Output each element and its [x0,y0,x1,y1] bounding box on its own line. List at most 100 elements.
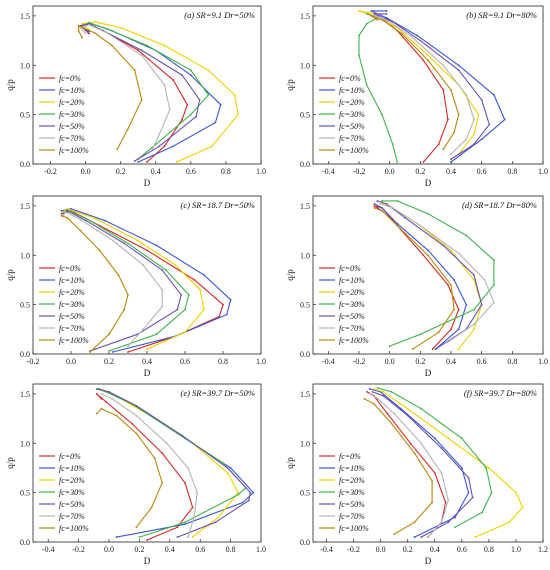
x-tick-label: 0.4 [430,545,440,554]
data-point [222,303,224,306]
y-tick-label: 0.0 [300,538,310,547]
data-point [214,121,217,124]
data-point [447,521,450,524]
data-point [406,407,409,410]
data-point [457,308,460,311]
data-point [189,113,192,116]
data-point [163,145,166,148]
y-tick-label: 0.0 [20,538,30,547]
data-point [404,216,406,219]
data-point [222,462,224,464]
data-point [440,471,443,474]
legend-label: fc=20% [59,288,85,297]
data-point [437,143,440,146]
y-axis-label: q/p [5,457,15,469]
x-tick-label: 0.4 [446,357,456,366]
panel-title: (d) SR=18.7 Dr=80% [462,200,537,210]
y-axis-label: q/p [285,457,295,469]
data-point [386,412,389,415]
data-point [487,467,490,469]
data-point [217,516,220,519]
legend-label: fc=50% [339,312,365,321]
data-point [391,206,394,209]
data-point [373,206,376,209]
data-point [89,351,91,353]
data-point [252,491,255,494]
data-point [184,308,186,311]
data-point [401,32,403,35]
y-tick-label: 1.5 [20,12,30,21]
data-point [85,219,88,222]
data-point [391,20,394,23]
data-point [77,24,80,27]
x-tick-label: -0.2 [27,357,40,366]
y-tick-label: 0.0 [20,160,30,169]
x-tick-label: 0.2 [116,167,126,176]
y-tick-label: 1.5 [20,202,30,211]
data-point [450,249,452,252]
data-point [199,288,202,291]
data-point [396,224,399,227]
data-point [184,523,186,526]
data-point [373,203,376,205]
data-point [60,214,63,217]
data-point [241,501,244,504]
data-point [474,536,477,538]
plot-frame [312,383,544,543]
x-tick-label: -0.2 [353,167,366,176]
legend-label: fc=50% [59,500,85,509]
data-point [447,118,449,121]
data-point [161,288,164,291]
series-line-6 [374,207,455,350]
data-point [373,204,376,207]
legend-label: fc=100% [339,336,369,345]
data-point [105,27,108,30]
data-point [381,209,383,212]
y-axis-label: q/p [285,269,295,281]
data-point [237,113,240,116]
data-point [116,148,119,151]
data-point [66,216,69,219]
data-point [382,391,385,393]
y-axis-label: q/p [285,79,295,91]
y-tick-label: 1.0 [20,439,30,448]
data-point [198,98,201,101]
data-point [431,501,433,504]
data-point [473,323,475,326]
x-tick-label: 0.2 [415,357,425,366]
data-point [146,161,148,163]
data-point [454,526,456,529]
data-point [447,341,449,344]
y-tick-label: 1.0 [300,61,310,70]
panel-title: (e) SR=39.7 Dr=50% [181,388,256,398]
legend-label: fc=30% [339,300,365,309]
data-point [382,19,385,22]
data-point [142,328,145,331]
legend-label: fc=30% [59,110,85,119]
y-axis-label: q/p [5,79,15,91]
plot-frame [32,5,262,165]
data-point [467,491,470,494]
plot-frame [312,5,544,165]
data-point [444,501,447,504]
data-point [70,207,72,210]
data-point [191,536,194,538]
data-point [453,279,455,281]
data-point [207,69,210,72]
legend-label: fc=100% [339,146,369,155]
data-point [406,414,409,417]
data-point [79,218,82,221]
data-point [373,14,376,17]
data-point [95,392,98,395]
data-point [247,499,250,502]
y-tick-label: 1.0 [20,251,30,260]
data-point [473,118,475,121]
x-tick-label: 0.0 [385,167,395,176]
x-tick-label: 0.6 [477,357,487,366]
data-point [153,457,156,459]
data-point [358,34,360,37]
data-point [457,113,460,116]
data-point [379,203,382,205]
legend-label: fc=100% [339,524,369,533]
data-point [133,160,136,162]
